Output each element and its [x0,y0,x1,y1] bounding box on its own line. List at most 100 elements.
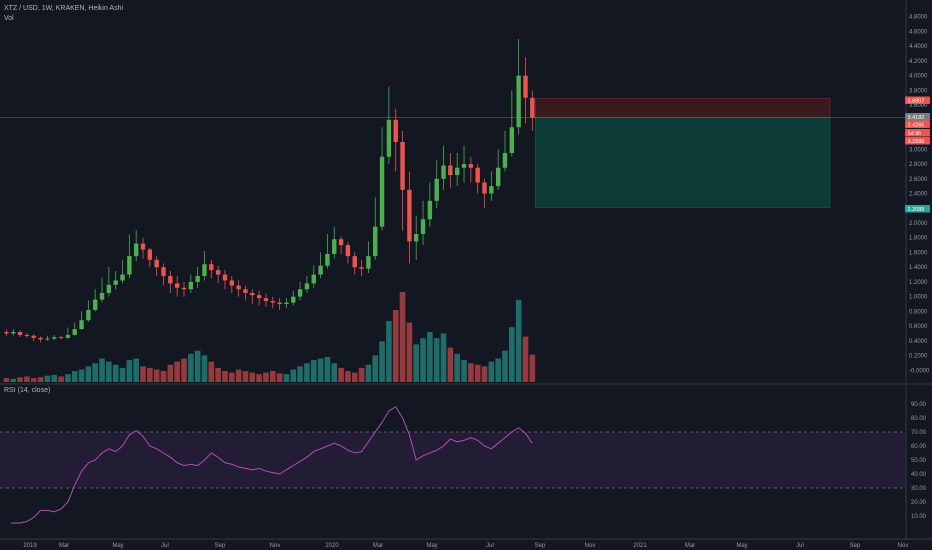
time-tick-label: Nov [585,543,596,549]
volume-bar [30,378,37,382]
candle-body [352,256,357,268]
volume-bar [3,378,10,382]
price-tag-label: 3.2998 [908,139,925,145]
time-tick-label: Sep [215,543,226,549]
volume-bar [454,353,460,382]
price-tag [905,205,930,213]
volume-bar [413,344,420,382]
volume-bar [140,366,146,382]
candle-body [454,167,460,176]
candles[interactable] [4,38,535,343]
volume-bar [529,354,536,382]
volume-bar [147,367,153,382]
volume-bar [427,331,433,382]
volume-bar [468,363,474,382]
rsi-tick-label: 10.00 [911,514,927,520]
time-tick-label: Mar [59,543,69,549]
candle-body [58,337,64,339]
candle-body [195,276,200,282]
candle-body [161,267,166,277]
position-zones [0,98,905,208]
candle-body [174,283,180,288]
price-tick-label: 2.8000 [909,162,928,168]
candle-body [140,243,146,250]
time-tick-label: Jul [486,543,494,549]
volume-bar [92,363,99,382]
candle-body [441,165,446,179]
price-tick-label: 2.0000 [909,221,928,227]
candle-body [154,259,159,268]
candle-body [284,302,289,305]
volume-bar [249,372,256,382]
volume-bar [10,378,17,382]
time-tick-label: Mar [373,543,383,549]
volume-bar [297,366,303,382]
price-tag-label: 3.4192 [908,115,925,121]
volume-bar [317,358,324,382]
rsi-indicator-label[interactable]: RSI (14, close) [4,387,51,394]
price-tick-label: 3.6000 [909,103,928,109]
price-tag-label: 1d 9h [908,131,922,137]
stop-loss-zone [535,98,831,118]
candle-body [215,270,221,275]
rsi-pane[interactable] [0,406,905,524]
candle-body [31,335,36,338]
candle-body [133,243,139,257]
candle-body [11,332,16,334]
price-tick-label: 1.2000 [909,280,928,286]
volume-bar [222,371,228,382]
candle-body [106,284,112,293]
candle-body [475,167,480,183]
candle-body [304,283,310,290]
candle-body [386,119,392,157]
rsi-axis[interactable]: 90.00 80.00 70.00 60.00 50.00 40.00 30.00 20.00… [911,402,927,520]
volume-bar [112,364,119,382]
price-tick-label: 0.6000 [909,324,928,330]
candle-body [256,295,262,299]
price-tags: 3.6907 3.4192 3.4265 1d 9h 3.2998 2.2088 [905,96,930,213]
candle-body [120,274,125,281]
volume-bar [235,369,242,382]
candle-body [359,267,364,269]
time-axis[interactable]: 2019 Mar May Jul Sep Nov 2020 Mar May Jul Sep Nov 20… [23,543,908,549]
volume-indicator-label[interactable]: Vol [4,15,14,22]
price-tag [905,137,930,145]
volume-bar [351,372,358,382]
time-tick-label: Sep [535,543,546,549]
candle-body [373,226,378,257]
price-tag [905,129,930,137]
symbol-title[interactable]: XTZ / USD, 1W, KRAKEN, Heikin Ashi [4,5,124,12]
price-tick-label: 4.4000 [909,44,928,50]
time-tick-label: Mar [685,543,695,549]
candle-body [222,274,228,281]
candle-body [338,239,344,246]
candle-body [127,256,132,275]
candle-body [243,289,248,293]
volume-bar [358,367,365,382]
volume-bar [495,358,501,382]
volume-bar [215,367,221,382]
volume-bar [310,360,317,382]
volume-bar [208,361,215,382]
volume-bar [85,366,92,382]
candle-body [263,298,269,302]
candle-body [345,245,351,257]
price-tick-label: 2.4000 [909,192,928,198]
candle-body [420,219,426,235]
candle-body [250,292,255,296]
candle-body [311,274,316,284]
volume-bar [119,367,126,382]
volume-bar [365,364,372,382]
volume-bar [65,374,71,382]
price-tick-label: 3.8000 [909,88,928,94]
candle-body [434,178,439,201]
volume-bar [78,369,85,382]
rsi-tick-label: 90.00 [911,402,927,408]
candle-body [229,280,235,286]
price-tag-label: 3.6907 [908,99,925,105]
volume-bar [461,360,467,382]
candle-body [400,141,405,190]
candle-body [509,127,515,154]
candle-body [530,97,535,118]
